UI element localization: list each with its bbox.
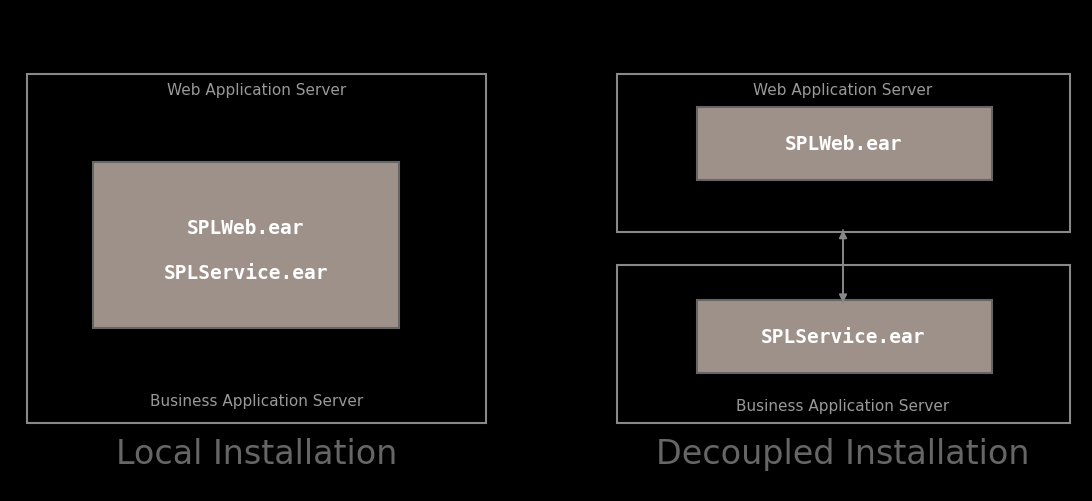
Bar (617, 266, 1070, 423)
Text: Business Application Server: Business Application Server (150, 393, 364, 408)
Text: SPLService.ear: SPLService.ear (164, 264, 328, 283)
Text: SPLWeb.ear: SPLWeb.ear (784, 135, 902, 154)
Bar (697, 301, 992, 373)
Bar (697, 108, 992, 180)
Text: Web Application Server: Web Application Server (753, 83, 933, 98)
Text: SPLWeb.ear: SPLWeb.ear (187, 218, 305, 237)
Text: Business Application Server: Business Application Server (736, 398, 950, 413)
Bar (617, 75, 1070, 233)
Text: SPLService.ear: SPLService.ear (761, 328, 925, 347)
Text: Decoupled Installation: Decoupled Installation (656, 437, 1030, 470)
Text: Local Installation: Local Installation (116, 437, 397, 470)
Text: Web Application Server: Web Application Server (167, 83, 346, 98)
Bar (93, 163, 399, 328)
Bar (27, 75, 486, 423)
